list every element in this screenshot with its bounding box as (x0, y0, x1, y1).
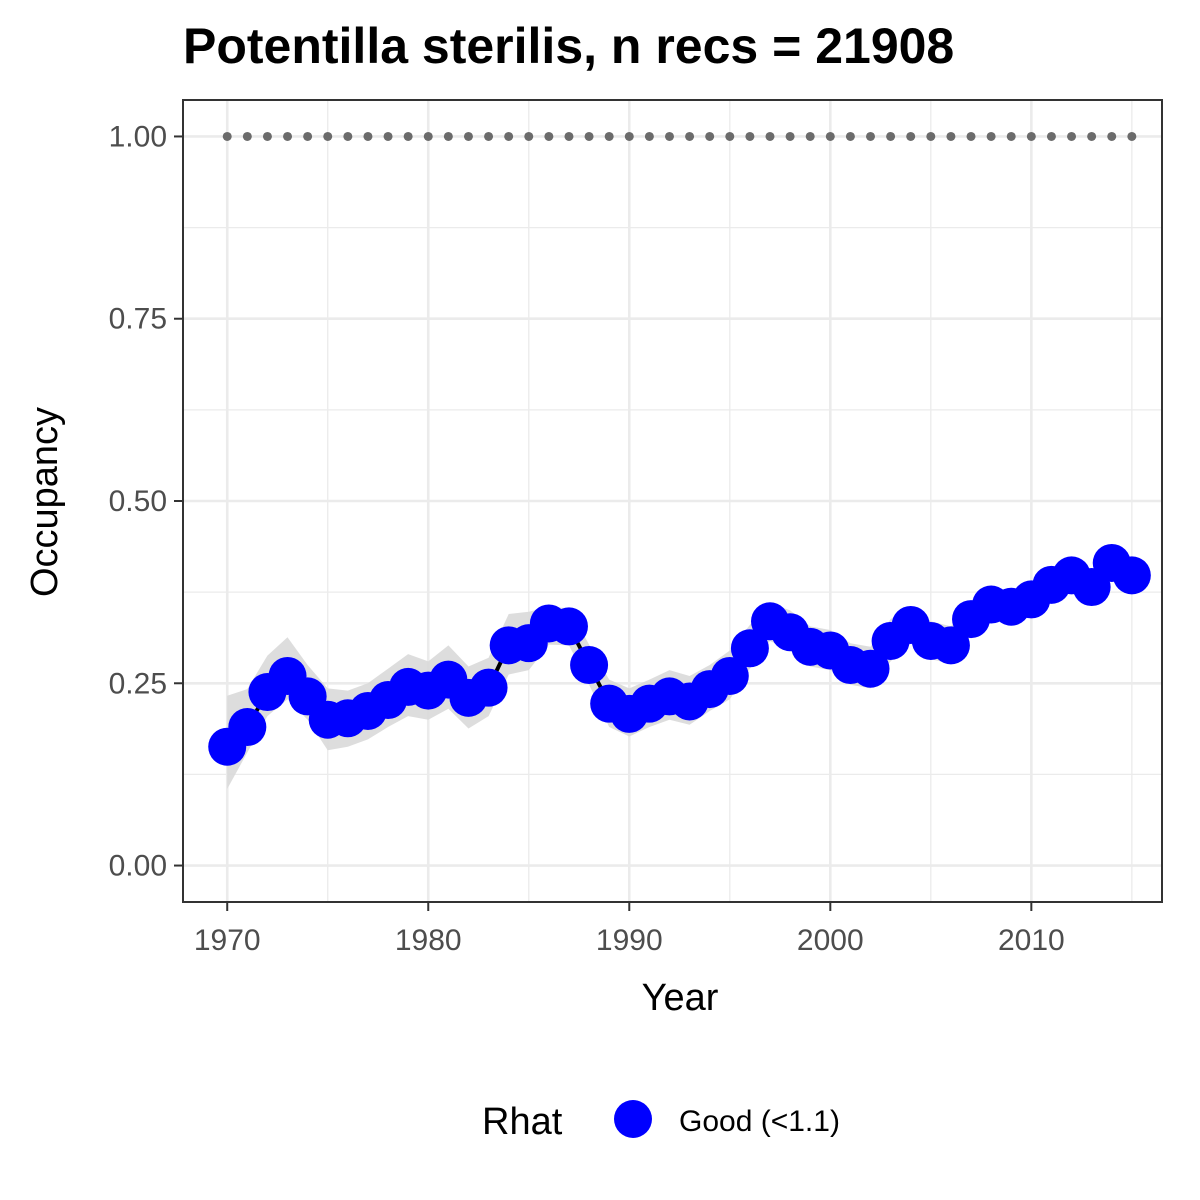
reference-point (866, 131, 876, 141)
reference-point (343, 131, 353, 141)
occupancy-point (549, 607, 588, 646)
reference-point (463, 131, 473, 141)
reference-point (544, 131, 554, 141)
reference-point (745, 131, 755, 141)
reference-point (1046, 131, 1056, 141)
y-tick-label: 0.00 (109, 850, 167, 883)
occupancy-point (851, 649, 890, 688)
reference-point (685, 131, 695, 141)
reference-point (765, 131, 775, 141)
reference-point (966, 131, 976, 141)
x-tick-label: 2000 (797, 924, 864, 957)
reference-point (825, 131, 835, 141)
reference-point (262, 131, 272, 141)
x-tick-label: 2010 (998, 924, 1065, 957)
reference-point (805, 131, 815, 141)
reference-point (303, 131, 313, 141)
reference-point (383, 131, 393, 141)
legend: Rhat Good (<1.1) (482, 1100, 840, 1143)
reference-point (584, 131, 594, 141)
reference-point (222, 131, 232, 141)
reference-point (705, 131, 715, 141)
y-tick-label: 0.50 (109, 485, 167, 518)
reference-point (946, 131, 956, 141)
legend-title: Rhat (482, 1101, 563, 1143)
y-tick-label: 0.25 (109, 667, 167, 700)
reference-point (363, 131, 373, 141)
y-axis: 0.00 0.25 0.50 0.75 1.00 (109, 120, 183, 883)
reference-point (323, 131, 333, 141)
legend-key-good (614, 1100, 652, 1138)
occupancy-point (228, 708, 267, 747)
occupancy-point (570, 646, 609, 685)
reference-point (1087, 131, 1097, 141)
reference-point (644, 131, 654, 141)
occupancy-point (931, 626, 970, 665)
reference-point (1026, 131, 1036, 141)
reference-point (242, 131, 252, 141)
x-axis: 1970 1980 1990 2000 2010 (194, 902, 1065, 957)
chart-title: Potentilla sterilis, n recs = 21908 (183, 18, 954, 74)
x-tick-label: 1970 (194, 924, 261, 957)
reference-point (604, 131, 614, 141)
reference-point (443, 131, 453, 141)
y-tick-label: 0.75 (109, 303, 167, 336)
reference-point (664, 131, 674, 141)
reference-point (725, 131, 735, 141)
x-tick-label: 1990 (596, 924, 663, 957)
reference-point (624, 131, 634, 141)
x-tick-label: 1980 (395, 924, 462, 957)
reference-point (403, 131, 413, 141)
occupancy-point (710, 656, 749, 695)
occupancy-point (469, 668, 508, 707)
reference-point (484, 131, 494, 141)
x-axis-title: Year (642, 977, 719, 1019)
reference-point (423, 131, 433, 141)
reference-point (986, 131, 996, 141)
reference-points (222, 131, 1137, 141)
reference-point (524, 131, 534, 141)
reference-point (1127, 131, 1137, 141)
occupancy-points (208, 543, 1151, 766)
reference-point (1067, 131, 1077, 141)
occupancy-point (730, 629, 769, 668)
occupancy-point (1112, 556, 1151, 595)
y-axis-title: Occupancy (24, 407, 66, 597)
reference-point (1107, 131, 1117, 141)
reference-point (845, 131, 855, 141)
reference-point (504, 131, 514, 141)
reference-point (926, 131, 936, 141)
reference-point (564, 131, 574, 141)
reference-point (1006, 131, 1016, 141)
reference-point (886, 131, 896, 141)
reference-point (785, 131, 795, 141)
reference-point (283, 131, 293, 141)
legend-label-good: Good (<1.1) (679, 1105, 840, 1138)
reference-point (906, 131, 916, 141)
y-tick-label: 1.00 (109, 120, 167, 153)
